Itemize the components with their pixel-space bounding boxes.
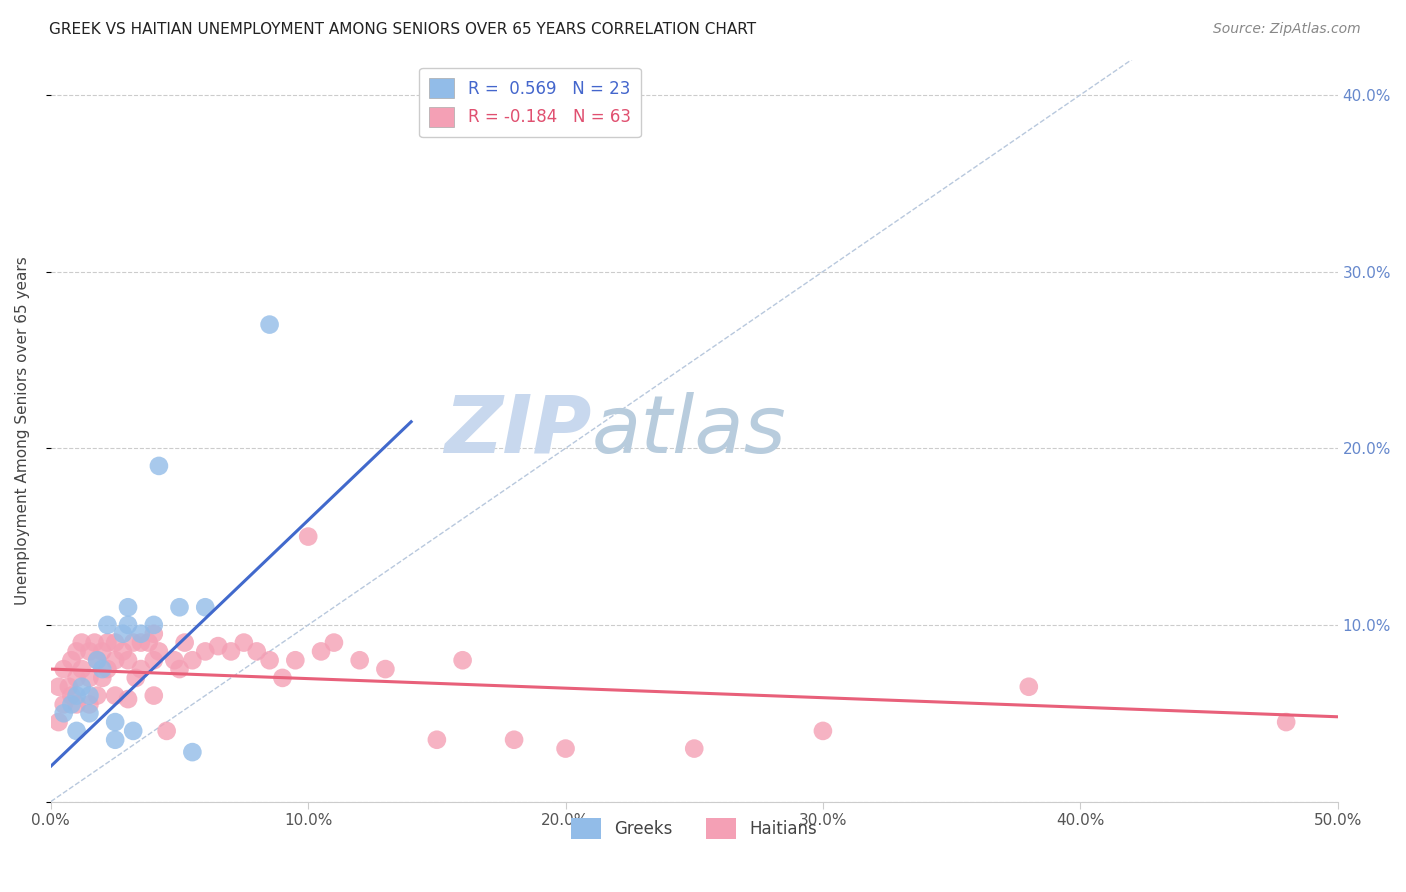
Legend: Greeks, Haitians: Greeks, Haitians <box>564 812 824 846</box>
Point <box>169 600 191 615</box>
Point <box>83 635 105 649</box>
Point <box>349 653 371 667</box>
Point <box>194 600 217 615</box>
Point <box>111 644 134 658</box>
Point <box>246 644 269 658</box>
Point <box>91 671 114 685</box>
Text: Source: ZipAtlas.com: Source: ZipAtlas.com <box>1213 22 1361 37</box>
Point <box>138 635 160 649</box>
Point <box>65 644 87 658</box>
Point <box>129 662 152 676</box>
Point <box>169 662 191 676</box>
Point <box>142 653 165 667</box>
Point <box>104 635 127 649</box>
Point <box>1018 680 1040 694</box>
Point <box>129 626 152 640</box>
Text: ZIP: ZIP <box>444 392 592 469</box>
Point <box>554 741 576 756</box>
Point <box>60 698 83 712</box>
Point <box>60 653 83 667</box>
Text: GREEK VS HAITIAN UNEMPLOYMENT AMONG SENIORS OVER 65 YEARS CORRELATION CHART: GREEK VS HAITIAN UNEMPLOYMENT AMONG SENI… <box>49 22 756 37</box>
Point <box>683 741 706 756</box>
Point <box>65 689 87 703</box>
Point <box>96 662 118 676</box>
Point <box>426 732 449 747</box>
Point <box>70 635 93 649</box>
Point <box>117 692 139 706</box>
Point <box>129 635 152 649</box>
Point <box>811 723 834 738</box>
Point <box>232 635 254 649</box>
Point <box>207 639 229 653</box>
Point <box>79 671 101 685</box>
Point <box>96 618 118 632</box>
Point <box>65 698 87 712</box>
Point <box>142 618 165 632</box>
Point <box>122 723 145 738</box>
Point <box>194 644 217 658</box>
Y-axis label: Unemployment Among Seniors over 65 years: Unemployment Among Seniors over 65 years <box>15 256 30 605</box>
Point <box>70 662 93 676</box>
Point <box>79 689 101 703</box>
Point <box>259 653 281 667</box>
Point <box>142 689 165 703</box>
Point <box>104 689 127 703</box>
Point <box>86 653 108 667</box>
Point <box>86 653 108 667</box>
Point <box>58 680 80 694</box>
Point <box>259 318 281 332</box>
Point <box>52 698 75 712</box>
Point <box>104 715 127 730</box>
Point <box>181 653 204 667</box>
Point <box>104 653 127 667</box>
Point <box>79 644 101 658</box>
Point <box>163 653 186 667</box>
Point <box>125 671 148 685</box>
Point <box>65 671 87 685</box>
Point <box>122 635 145 649</box>
Point <box>91 644 114 658</box>
Point <box>70 680 93 694</box>
Point <box>86 689 108 703</box>
Point <box>173 635 195 649</box>
Point <box>79 706 101 721</box>
Point <box>148 458 170 473</box>
Point <box>156 723 179 738</box>
Point <box>181 745 204 759</box>
Point <box>65 723 87 738</box>
Point <box>284 653 307 667</box>
Point <box>309 644 332 658</box>
Point <box>503 732 526 747</box>
Point <box>79 698 101 712</box>
Point <box>271 671 294 685</box>
Point <box>148 644 170 658</box>
Point <box>91 662 114 676</box>
Point <box>111 626 134 640</box>
Point <box>323 635 346 649</box>
Point <box>374 662 396 676</box>
Point <box>451 653 474 667</box>
Point <box>52 706 75 721</box>
Point <box>219 644 242 658</box>
Point <box>96 635 118 649</box>
Point <box>117 600 139 615</box>
Point <box>52 662 75 676</box>
Text: atlas: atlas <box>592 392 786 469</box>
Point <box>60 689 83 703</box>
Point <box>48 680 70 694</box>
Point <box>1275 715 1298 730</box>
Point <box>117 653 139 667</box>
Point <box>104 732 127 747</box>
Point <box>48 715 70 730</box>
Point <box>117 618 139 632</box>
Point <box>297 530 319 544</box>
Point <box>142 626 165 640</box>
